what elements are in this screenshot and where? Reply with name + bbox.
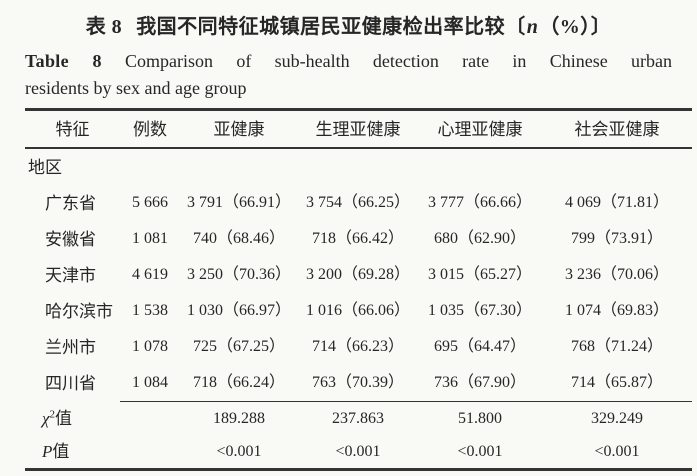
- unit-bracket-open: 〔: [505, 16, 526, 38]
- table-cell: 1 030（66.97）: [186, 302, 291, 319]
- table-row-tianjin: 天津市 4 619 3 250（70.36） 3 200（69.28） 3 01…: [25, 257, 692, 293]
- caption-en-line2: residents by sex and age group: [25, 78, 247, 98]
- table-cell: 3 777（66.66）: [427, 194, 532, 211]
- p-value-row: P值 <0.001 <0.001 <0.001 <0.001: [25, 435, 692, 470]
- table-cell: 718（66.24）: [192, 374, 285, 391]
- table-cell: 5 666: [132, 194, 168, 211]
- row-label: 安徽省: [45, 229, 96, 249]
- table-cell: 1 084: [132, 374, 168, 391]
- column-header-characteristic: 特征: [25, 109, 120, 149]
- chi-square-value: 329.249: [542, 401, 692, 435]
- table-row-lanzhou: 兰州市 1 078 725（67.25） 714（66.23） 695（64.4…: [25, 329, 692, 365]
- table-row-guangdong: 广东省 5 666 3 791（66.91） 3 754（66.25） 3 77…: [25, 185, 692, 221]
- section-label: 地区: [28, 157, 62, 177]
- table-cell: 3 236（70.06）: [564, 266, 669, 283]
- column-header-cases: 例数: [120, 109, 180, 149]
- table-cell: 1 016（66.06）: [305, 302, 410, 319]
- table-row-sichuan: 四川省 1 084 718（66.24） 763（70.39） 736（67.9…: [25, 365, 692, 402]
- row-label: 天津市: [45, 265, 96, 285]
- table-number-zh: 表 8: [85, 16, 123, 38]
- p-value: <0.001: [216, 442, 262, 460]
- chi-square-value: 51.800: [418, 401, 542, 435]
- table-cell: 768（71.24）: [570, 338, 663, 355]
- section-row-region: 地区: [25, 148, 692, 185]
- table-cell: 1 074（69.83）: [564, 302, 669, 319]
- table-cell: 680（62.90）: [433, 230, 526, 247]
- row-label: 哈尔滨市: [45, 301, 113, 321]
- chi-square-value: 189.288: [180, 401, 298, 435]
- table-row-harbin: 哈尔滨市 1 538 1 030（66.97） 1 016（66.06） 1 0…: [25, 293, 692, 329]
- column-header-subhealth: 亚健康: [180, 109, 298, 149]
- table-number-en: Table 8: [25, 51, 102, 71]
- table-cell: 1 538: [132, 302, 168, 319]
- table-cell: 3 791（66.91）: [186, 194, 291, 211]
- p-value: <0.001: [457, 442, 503, 460]
- chi-square-value: 237.863: [298, 401, 418, 435]
- chi-square-label: χ2值: [42, 408, 72, 428]
- row-label: 广东省: [45, 193, 96, 213]
- column-header-physiological: 生理亚健康: [298, 109, 418, 149]
- table-cell: 714（65.87）: [570, 374, 663, 391]
- table-cell: 714（66.23）: [311, 338, 404, 355]
- table-cell: 1 081: [132, 230, 168, 247]
- table-cell: 1 035（67.30）: [427, 302, 532, 319]
- table-title-zh: 我国不同特征城镇居民亚健康检出率比较: [136, 16, 506, 38]
- table-cell: 3 754（66.25）: [305, 194, 410, 211]
- table-cell: 740（68.46）: [192, 230, 285, 247]
- caption-en-line1: Table 8 Comparison of sub-health detecti…: [25, 48, 672, 75]
- table-cell: 725（67.25）: [192, 338, 285, 355]
- row-label: 四川省: [45, 373, 96, 393]
- sub-health-table: 特征 例数 亚健康 生理亚健康 心理亚健康 社会亚健康 地区 广东省 5 666…: [25, 108, 692, 471]
- column-header-social: 社会亚健康: [542, 109, 692, 149]
- table-caption-en: Table 8 Comparison of sub-health detecti…: [25, 48, 672, 102]
- p-value-label: P值: [42, 442, 70, 461]
- table-cell: 718（66.42）: [311, 230, 404, 247]
- table-cell: 4 069（71.81）: [564, 194, 669, 211]
- table-title-en: Comparison of sub-health detection rate …: [125, 51, 672, 71]
- table-cell: 763（70.39）: [311, 374, 404, 391]
- table-cell: 4 619: [132, 266, 168, 283]
- table-header-row: 特征 例数 亚健康 生理亚健康 心理亚健康 社会亚健康: [25, 109, 692, 149]
- p-value: <0.001: [594, 442, 640, 460]
- table-cell: 3 015（65.27）: [427, 266, 532, 283]
- unit-symbol-n: n: [526, 16, 539, 38]
- table-row-anhui: 安徽省 1 081 740（68.46） 718（66.42） 680（62.9…: [25, 221, 692, 257]
- table-cell: 695（64.47）: [433, 338, 526, 355]
- table-cell: 1 078: [132, 338, 168, 355]
- row-label: 兰州市: [45, 337, 96, 357]
- table-cell: 3 200（69.28）: [305, 266, 410, 283]
- table-cell: 736（67.90）: [433, 374, 526, 391]
- p-value: <0.001: [335, 442, 381, 460]
- table-caption-zh: 表 8 我国不同特征城镇居民亚健康检出率比较〔n（%）〕: [0, 0, 697, 46]
- table-cell: 3 250（70.36）: [186, 266, 291, 283]
- table-cell: 799（73.91）: [570, 230, 663, 247]
- unit-bracket-close: （%）〕: [539, 16, 612, 38]
- chi-square-row: χ2值 189.288 237.863 51.800 329.249: [25, 401, 692, 435]
- column-header-psychological: 心理亚健康: [418, 109, 542, 149]
